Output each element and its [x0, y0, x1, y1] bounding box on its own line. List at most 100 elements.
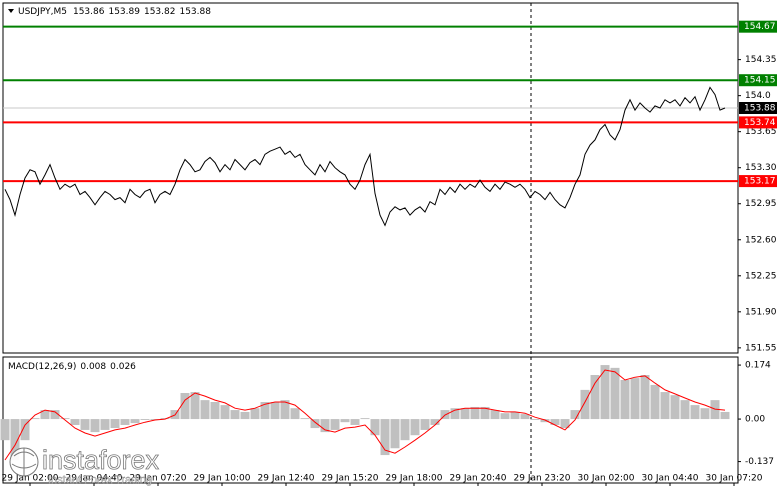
macd-bar	[90, 419, 100, 433]
macd-bar	[410, 419, 420, 436]
macd-bar	[480, 406, 490, 420]
close: 153.88	[179, 7, 211, 17]
macd-bar	[700, 408, 710, 420]
macd-bar	[100, 419, 110, 430]
macd-bar	[490, 410, 500, 420]
macd-bar	[290, 408, 300, 420]
x-tick-label: 29 Jan 15:20	[322, 474, 379, 484]
level-label: 154.15	[744, 76, 776, 86]
high: 153.89	[108, 7, 140, 17]
macd-bar	[670, 395, 680, 420]
macd-bar	[180, 393, 190, 420]
macd-bar	[420, 419, 430, 430]
macd-bar	[140, 419, 150, 420]
signal-line	[4, 369, 726, 461]
level-tag	[739, 116, 777, 129]
macd-bar	[240, 411, 250, 420]
macd-bar	[500, 413, 510, 420]
y-tick-label: 152.25	[745, 271, 777, 281]
macd-bar	[580, 389, 590, 420]
macd-bar	[510, 411, 520, 420]
macd-bar	[530, 419, 540, 420]
symbol: USDJPY,M5	[18, 7, 67, 17]
macd-header: MACD(12,26,9) 0.008 0.026	[8, 362, 136, 372]
macd-bar	[30, 418, 40, 420]
main-panel	[2, 2, 739, 354]
x-tick-label: 29 Jan 18:00	[386, 474, 443, 484]
level-tag	[739, 74, 777, 87]
macd-bar	[330, 419, 340, 430]
macd-bar	[610, 367, 620, 420]
macd-bar	[630, 378, 640, 420]
y-tick-label: 154.35	[745, 55, 777, 65]
macd-bar	[60, 418, 70, 420]
x-tick-label: 29 Jan 04:40	[66, 474, 123, 484]
y-tick-label: 0.00	[745, 415, 765, 425]
macd-bar	[460, 408, 470, 420]
macd-bar	[310, 419, 320, 429]
macd-bar	[430, 419, 440, 425]
menu-arrow	[8, 9, 14, 13]
tagline: Instant Forex Trading	[48, 474, 152, 486]
macd-title: MACD(12,26,9)	[8, 362, 76, 372]
macd-bar	[260, 402, 270, 420]
macd-bar	[710, 400, 720, 420]
x-tick-label: 29 Jan 10:00	[194, 474, 251, 484]
macd-bar	[50, 410, 60, 420]
macd-bar	[200, 400, 210, 420]
signal-value: 0.026	[110, 362, 136, 372]
chart-header: USDJPY,M5 153.86 153.89 153.82 153.88	[18, 7, 211, 17]
y-tick-label: -0.137	[745, 457, 774, 467]
macd-bar	[70, 419, 80, 425]
y-tick-label: 151.55	[745, 343, 777, 353]
level-tag	[739, 175, 777, 188]
macd-bar	[600, 365, 610, 420]
macd-bar	[620, 379, 630, 420]
macd-bar	[720, 411, 730, 420]
x-tick-label: 29 Jan 07:20	[130, 474, 187, 484]
macd-bar	[370, 419, 380, 436]
macd-bar	[270, 402, 280, 420]
macd-bar	[390, 419, 400, 449]
macd-bar	[470, 406, 480, 420]
macd-bar	[570, 410, 580, 420]
macd-bar	[380, 419, 390, 456]
y-tick-label: 152.60	[745, 235, 777, 245]
plot-layer: 154.35 154.0 153.65 153.30 152.95 152.60 152.2…	[0, 20, 777, 486]
macd-bar	[130, 419, 140, 424]
x-tick-label: 30 Jan 07:20	[706, 474, 763, 484]
logo-lines	[11, 448, 37, 476]
level-tag	[739, 20, 777, 33]
x-tick-label: 30 Jan 02:00	[578, 474, 635, 484]
x-tick-label: 29 Jan 02:00	[2, 474, 59, 484]
brand: instaforex	[42, 445, 160, 475]
x-tick-label: 29 Jan 23:20	[514, 474, 571, 484]
macd-bar	[190, 392, 200, 420]
y-tick-label: 153.30	[745, 163, 777, 173]
macd-bar	[450, 408, 460, 420]
macd-bar	[680, 400, 690, 420]
watermark: instaforex Instant Forex Trading	[9, 445, 160, 486]
macd-bar	[650, 384, 660, 420]
macd-bar	[0, 419, 10, 441]
macd-bar	[120, 419, 130, 425]
level-label: 153.74	[744, 118, 776, 128]
x-tick-label: 29 Jan 12:40	[258, 474, 315, 484]
y-tick-label: 153.65	[745, 127, 777, 137]
level-label: 154.67	[744, 22, 776, 32]
macd-bar	[250, 408, 260, 420]
macd-bar	[320, 419, 330, 433]
macd-bar	[210, 402, 220, 420]
x-tick-label: 30 Jan 04:40	[642, 474, 699, 484]
macd-bar	[10, 419, 20, 461]
macd-bar	[520, 414, 530, 420]
low: 153.82	[144, 7, 176, 17]
macd-bar	[350, 419, 360, 425]
y-tick-label: 151.90	[745, 307, 777, 317]
last-price-tag	[739, 102, 777, 114]
macd-bar	[280, 400, 290, 420]
price-line	[4, 86, 726, 227]
last-price-label: 153.88	[744, 104, 776, 114]
macd-bar	[360, 418, 370, 420]
